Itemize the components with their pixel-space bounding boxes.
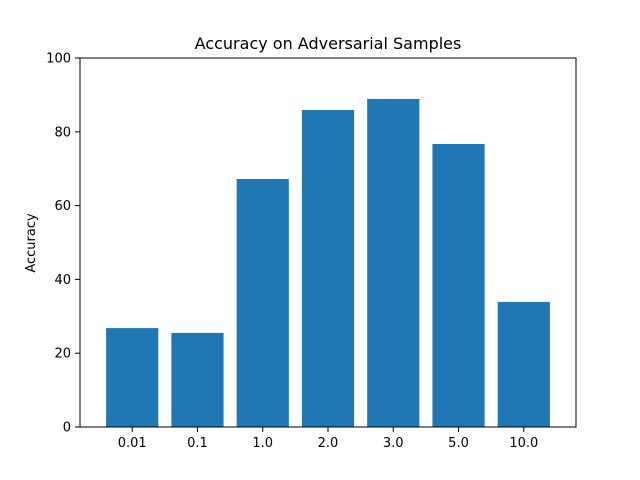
bar-0.01 (106, 328, 159, 427)
y-tick-label: 20 (54, 347, 71, 362)
bar-3.0 (367, 98, 420, 428)
plot-frame (79, 57, 577, 428)
bar-5.0 (432, 143, 485, 428)
x-tick-label: 3.0 (383, 436, 404, 451)
x-tick-label: 5.0 (448, 436, 469, 451)
x-tick-label: 0.01 (118, 436, 147, 451)
bars-group (106, 98, 550, 428)
x-ticks-group: 0.01 0.1 1.0 2.0 3.0 5.0 10.0 (118, 427, 538, 451)
chart-title: Accuracy on Adversarial Samples (195, 34, 462, 53)
x-tick-label: 0.1 (187, 436, 208, 451)
y-tick-label: 60 (54, 199, 71, 214)
x-tick-label: 10.0 (509, 436, 538, 451)
y-axis-label: Accuracy (24, 213, 39, 273)
bar-2.0 (301, 110, 355, 427)
y-tick-label: 40 (54, 273, 71, 288)
y-tick-label: 80 (54, 125, 71, 140)
y-tick-label: 0 (63, 421, 71, 436)
bar-10.0 (497, 301, 550, 427)
bar-1.0 (236, 179, 289, 427)
x-tick-label: 2.0 (318, 436, 339, 451)
y-ticks-group: 0 20 40 60 80 100 (46, 52, 80, 436)
x-tick-label: 1.0 (252, 436, 273, 451)
bar-0.1 (171, 332, 224, 427)
y-tick-label: 100 (46, 52, 71, 67)
